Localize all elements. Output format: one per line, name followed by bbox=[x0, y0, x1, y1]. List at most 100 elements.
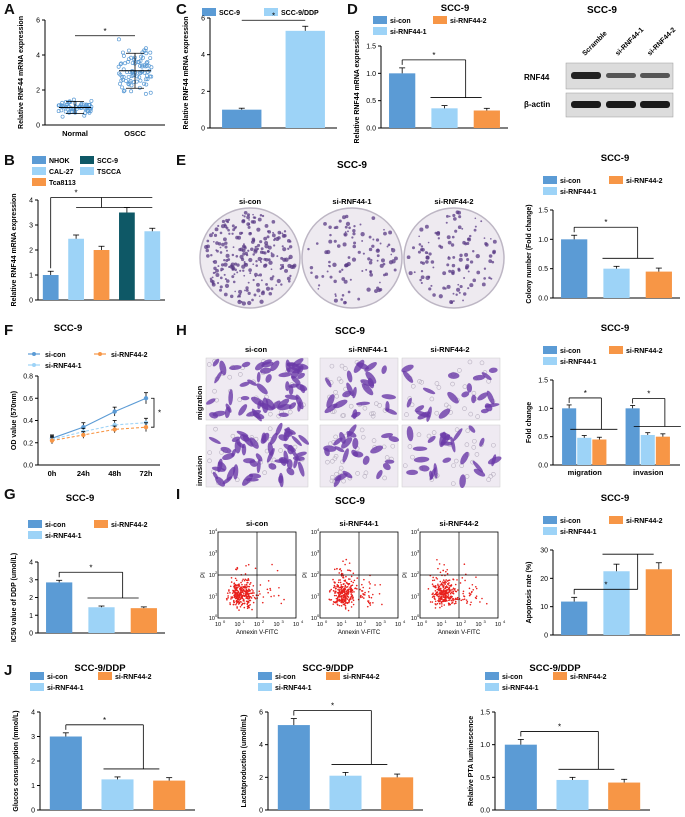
flow-event bbox=[339, 579, 341, 581]
flow-event bbox=[360, 590, 363, 592]
flow-ylabel: PI bbox=[403, 572, 409, 578]
flow-event bbox=[466, 600, 469, 603]
colony bbox=[238, 289, 243, 294]
legend-marker bbox=[32, 352, 36, 356]
flow-event bbox=[438, 592, 441, 594]
pore bbox=[462, 406, 467, 411]
pore bbox=[207, 458, 212, 464]
pore bbox=[278, 448, 283, 453]
data-point-oscc bbox=[128, 78, 133, 83]
colony bbox=[213, 266, 217, 271]
migrated-cell bbox=[286, 467, 295, 476]
migrated-cell bbox=[259, 367, 272, 374]
colony bbox=[212, 271, 216, 275]
flow-event bbox=[245, 583, 248, 586]
flow-event bbox=[341, 589, 344, 592]
flow-event bbox=[432, 585, 435, 587]
legend-label-si-con: si-con bbox=[45, 352, 66, 359]
flow-event bbox=[339, 568, 342, 570]
flow-event bbox=[350, 585, 352, 588]
pore bbox=[426, 433, 432, 439]
colony bbox=[349, 278, 352, 281]
migrated-cell bbox=[208, 436, 221, 445]
pore bbox=[471, 445, 477, 450]
y-axis-label: OD value (570nm) bbox=[11, 391, 18, 450]
pore bbox=[207, 450, 212, 455]
bar-invasion-si-rnf44-1 bbox=[640, 434, 655, 465]
colony bbox=[211, 232, 214, 235]
flow-label-si-rnf44-2: si-RNF44-2 bbox=[439, 519, 478, 528]
pore bbox=[355, 471, 360, 476]
flow-event bbox=[447, 592, 449, 594]
pore bbox=[384, 455, 390, 460]
colony bbox=[307, 247, 310, 251]
flow-event bbox=[338, 592, 340, 595]
flow-event bbox=[339, 599, 342, 602]
colony bbox=[252, 278, 255, 282]
flow-event bbox=[367, 590, 370, 593]
colony bbox=[239, 269, 242, 272]
flow-event bbox=[247, 594, 250, 597]
flow-event bbox=[441, 603, 443, 605]
colony bbox=[451, 263, 456, 268]
flow-event bbox=[449, 584, 452, 587]
flow-event bbox=[248, 597, 251, 599]
colony bbox=[219, 246, 222, 249]
colony bbox=[483, 237, 486, 240]
colony bbox=[376, 248, 380, 252]
y-tick-label: 1 bbox=[29, 613, 33, 620]
flow-event bbox=[338, 604, 341, 607]
flow-event bbox=[243, 592, 245, 595]
colony bbox=[459, 253, 463, 258]
flow-event bbox=[336, 585, 338, 588]
colony bbox=[428, 287, 432, 291]
flow-event bbox=[334, 592, 336, 594]
pore bbox=[341, 413, 346, 418]
data-point-oscc bbox=[120, 50, 125, 55]
flow-event bbox=[227, 596, 229, 599]
colony bbox=[351, 257, 357, 262]
y-tick-label: 2 bbox=[31, 759, 35, 766]
legend-label-si-rnf44-1: si-RNF44-1 bbox=[560, 359, 597, 366]
flow-event bbox=[346, 595, 349, 598]
x-tick-label: 72h bbox=[140, 469, 153, 478]
migrated-cell bbox=[256, 459, 261, 474]
data-point-oscc bbox=[143, 77, 148, 82]
colony bbox=[472, 250, 475, 253]
flow-event bbox=[450, 602, 453, 604]
colony bbox=[259, 240, 263, 244]
colony bbox=[420, 275, 425, 280]
flow-event bbox=[328, 598, 331, 601]
chart-title: SCC-9/DDP bbox=[529, 663, 581, 674]
colony bbox=[219, 231, 223, 235]
colony bbox=[220, 267, 224, 271]
colony bbox=[442, 271, 447, 276]
data-point-oscc bbox=[116, 37, 121, 42]
flow-event bbox=[344, 608, 347, 610]
y-tick-label: 0.0 bbox=[366, 126, 376, 133]
flow-event bbox=[341, 594, 343, 597]
colony bbox=[236, 271, 239, 274]
colony bbox=[490, 277, 493, 280]
legend-swatch-si-rnf44-1 bbox=[543, 527, 557, 535]
flow-event bbox=[342, 576, 345, 579]
colony bbox=[257, 256, 262, 261]
colony bbox=[269, 276, 274, 281]
flow-event bbox=[443, 590, 445, 592]
flow-event bbox=[233, 585, 235, 588]
bar-si-rnf44-1 bbox=[556, 779, 589, 810]
flow-event bbox=[448, 602, 451, 605]
flow-event bbox=[442, 595, 444, 598]
flow-event bbox=[234, 577, 237, 580]
data-point-oscc bbox=[138, 63, 143, 68]
flow-event bbox=[454, 587, 456, 590]
bar-invasion-si-con bbox=[625, 408, 640, 465]
bar-si-con bbox=[277, 725, 310, 810]
colony bbox=[249, 231, 252, 235]
migrated-cell bbox=[442, 457, 452, 463]
migrated-cell bbox=[241, 361, 251, 368]
colony bbox=[468, 234, 472, 238]
legend-marker bbox=[98, 352, 102, 356]
flow-event bbox=[462, 598, 464, 601]
colony bbox=[442, 286, 446, 290]
